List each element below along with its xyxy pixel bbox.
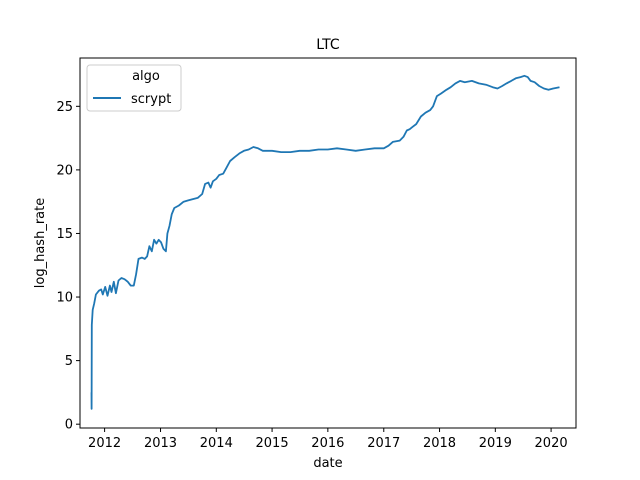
x-tick-label: 2014 <box>200 436 233 451</box>
x-tick-label: 2019 <box>479 436 512 451</box>
y-tick-label: 0 <box>65 418 73 433</box>
y-tick-label: 10 <box>56 291 73 306</box>
legend-box <box>86 64 182 112</box>
x-tick-label: 2020 <box>535 436 568 451</box>
chart-title: LTC <box>316 37 340 53</box>
legend-label-scrypt: scrypt <box>131 92 171 107</box>
x-tick-label: 2013 <box>144 436 177 451</box>
series-line-scrypt <box>90 74 560 410</box>
plot-lines <box>90 74 560 410</box>
x-tick-label: 2017 <box>367 436 400 451</box>
y-tick-label: 15 <box>56 227 73 242</box>
y-axis-label: log_hash_rate <box>33 198 48 288</box>
x-axis-ticks: 2012 2013 2014 2015 2016 2017 2018 2019 2020 <box>88 428 568 451</box>
y-tick-label: 20 <box>56 163 73 178</box>
x-tick-label: 2016 <box>311 436 344 451</box>
y-tick-label: 5 <box>65 354 73 369</box>
x-axis-label: date <box>313 456 342 471</box>
x-tick-label: 2015 <box>256 436 289 451</box>
y-tick-label: 25 <box>56 100 73 115</box>
plot-frame <box>79 57 577 429</box>
legend: algo scrypt <box>86 64 182 112</box>
y-axis-ticks: 0 5 10 15 20 25 <box>56 100 80 433</box>
x-tick-label: 2012 <box>88 436 121 451</box>
x-tick-label: 2018 <box>423 436 456 451</box>
legend-title: algo <box>132 69 160 84</box>
